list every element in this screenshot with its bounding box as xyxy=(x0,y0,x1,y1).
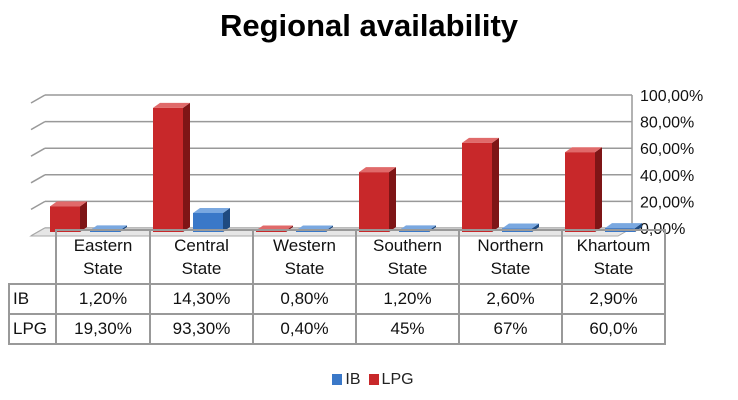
bar-lpg-top xyxy=(565,147,602,153)
gridline-side xyxy=(30,200,46,211)
y-tick-label: 100,00% xyxy=(640,88,703,105)
data-label: 1,20% xyxy=(55,283,151,315)
category-line: Southern xyxy=(373,236,442,255)
y-tick-label: 20,00% xyxy=(640,194,694,211)
data-label: 67% xyxy=(458,313,563,345)
chart-title: Regional availability xyxy=(219,8,519,43)
data-table: Eastern State Central State Western State Sout… xyxy=(8,229,666,345)
category-line: State xyxy=(284,259,325,278)
y-tick-label: 40,00% xyxy=(640,168,694,185)
category-label: Khartoum State xyxy=(561,229,666,285)
category-line: Western xyxy=(273,236,336,255)
bar-lpg xyxy=(359,172,389,232)
bar-ib-top xyxy=(502,223,539,229)
bar-lpg-top xyxy=(359,167,396,173)
category-line: State xyxy=(83,259,123,278)
gridline-side xyxy=(30,174,46,184)
bar-lpg xyxy=(565,152,595,232)
bar-lpg xyxy=(462,142,492,232)
y-tick-label: 60,00% xyxy=(640,141,694,158)
gridline-side xyxy=(30,94,46,104)
category-label: Northern State xyxy=(458,229,563,285)
data-label: 1,20% xyxy=(355,283,460,315)
legend: IB LPG xyxy=(0,371,738,389)
category-line: State xyxy=(387,259,428,278)
data-label: 19,30% xyxy=(55,313,151,345)
category-label: Central State xyxy=(149,229,254,285)
table-corner xyxy=(9,230,57,285)
category-label: Western State xyxy=(252,229,357,285)
bar-ib-top xyxy=(193,207,230,213)
gridline-side xyxy=(30,147,46,157)
category-line: Eastern xyxy=(73,236,133,255)
gridline-side xyxy=(30,120,46,131)
data-label: 93,30% xyxy=(149,313,254,345)
data-label: 14,30% xyxy=(149,283,254,315)
legend-swatch xyxy=(332,374,343,385)
bar-lpg-side xyxy=(80,201,87,232)
category-line: Central xyxy=(174,236,229,255)
data-label: 60,0% xyxy=(561,313,666,345)
series-label: IB xyxy=(8,283,57,315)
bar-lpg-top xyxy=(153,102,190,108)
bar-lpg-side xyxy=(595,147,602,232)
data-label: 0,40% xyxy=(252,313,357,345)
bar-lpg-side xyxy=(183,102,190,232)
legend-label: LPG xyxy=(381,371,414,388)
bar-ib-top xyxy=(605,223,642,229)
category-line: Northern xyxy=(477,236,544,255)
bar-lpg xyxy=(50,206,80,232)
legend-label: IB xyxy=(345,371,361,388)
y-tick-label: 80,00% xyxy=(640,115,694,132)
data-label: 2,90% xyxy=(561,283,666,315)
bar-ib-side xyxy=(223,207,230,232)
data-label: 45% xyxy=(355,313,460,345)
category-line: Khartoum xyxy=(576,236,651,255)
legend-swatch xyxy=(368,374,379,385)
series-label: LPG xyxy=(8,313,57,345)
category-line: State xyxy=(593,259,634,278)
bar-lpg-top xyxy=(50,201,87,207)
data-label: 2,60% xyxy=(458,283,563,315)
bar-lpg-top xyxy=(462,137,499,143)
bar-lpg-side xyxy=(492,137,499,232)
data-label: 0,80% xyxy=(252,283,357,315)
category-line: State xyxy=(490,259,531,278)
bar-lpg xyxy=(153,107,183,232)
bar-lpg-side xyxy=(389,167,396,232)
category-label: Eastern State xyxy=(55,229,151,285)
bar-ib xyxy=(193,212,223,232)
category-label: Southern State xyxy=(355,229,460,285)
category-line: State xyxy=(181,259,222,278)
